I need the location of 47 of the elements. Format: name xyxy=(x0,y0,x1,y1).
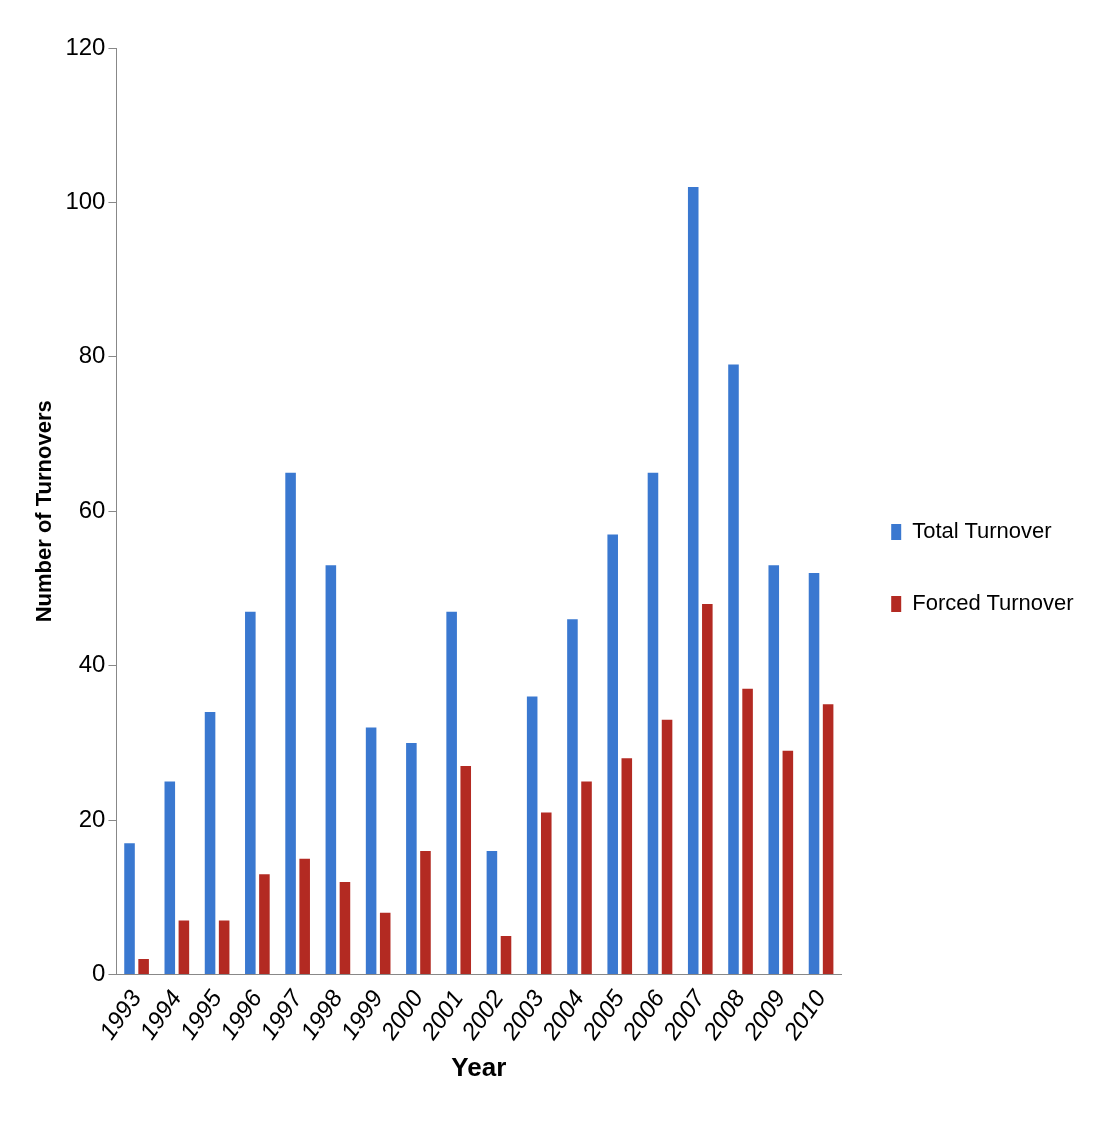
y-axis-title: Number of Turnovers xyxy=(31,400,57,623)
bar xyxy=(245,611,256,975)
bar xyxy=(647,472,659,975)
bar xyxy=(567,619,578,975)
bar xyxy=(406,742,417,975)
bar xyxy=(218,920,230,975)
legend-label: Total Turnover xyxy=(912,518,1052,544)
bar xyxy=(486,851,498,975)
bar xyxy=(420,851,431,975)
bar xyxy=(782,750,794,975)
bar xyxy=(607,534,618,975)
bar xyxy=(325,565,337,975)
y-tick-label: 60 xyxy=(78,495,106,523)
legend-label: Forced Turnover xyxy=(912,590,1074,616)
bar xyxy=(164,781,176,975)
y-tick-label: 20 xyxy=(78,804,106,832)
bar xyxy=(808,573,820,975)
bar xyxy=(742,688,753,975)
bar xyxy=(621,758,633,975)
bar xyxy=(702,603,713,975)
bar xyxy=(526,696,538,975)
bar xyxy=(285,472,296,975)
bar xyxy=(365,727,377,975)
bar xyxy=(500,935,512,975)
bar xyxy=(460,766,472,975)
y-tick-label: 40 xyxy=(78,650,106,678)
bar xyxy=(124,843,135,975)
bar xyxy=(768,565,780,975)
y-tick-label: 0 xyxy=(92,959,106,987)
y-tick-label: 100 xyxy=(65,187,106,215)
bar xyxy=(446,611,457,975)
x-axis-title: Year xyxy=(451,1051,507,1082)
bar xyxy=(687,186,699,975)
bar xyxy=(728,364,739,975)
y-tick-label: 80 xyxy=(78,341,106,369)
bar xyxy=(178,920,190,975)
bar xyxy=(204,712,216,975)
bar xyxy=(540,812,552,975)
bar xyxy=(661,719,673,975)
bar xyxy=(259,874,270,975)
bar xyxy=(379,912,391,975)
bar xyxy=(299,858,310,975)
bar xyxy=(822,704,834,975)
bar xyxy=(339,881,351,975)
bar xyxy=(138,959,149,975)
bar xyxy=(581,781,592,975)
y-tick-label: 120 xyxy=(65,32,106,60)
